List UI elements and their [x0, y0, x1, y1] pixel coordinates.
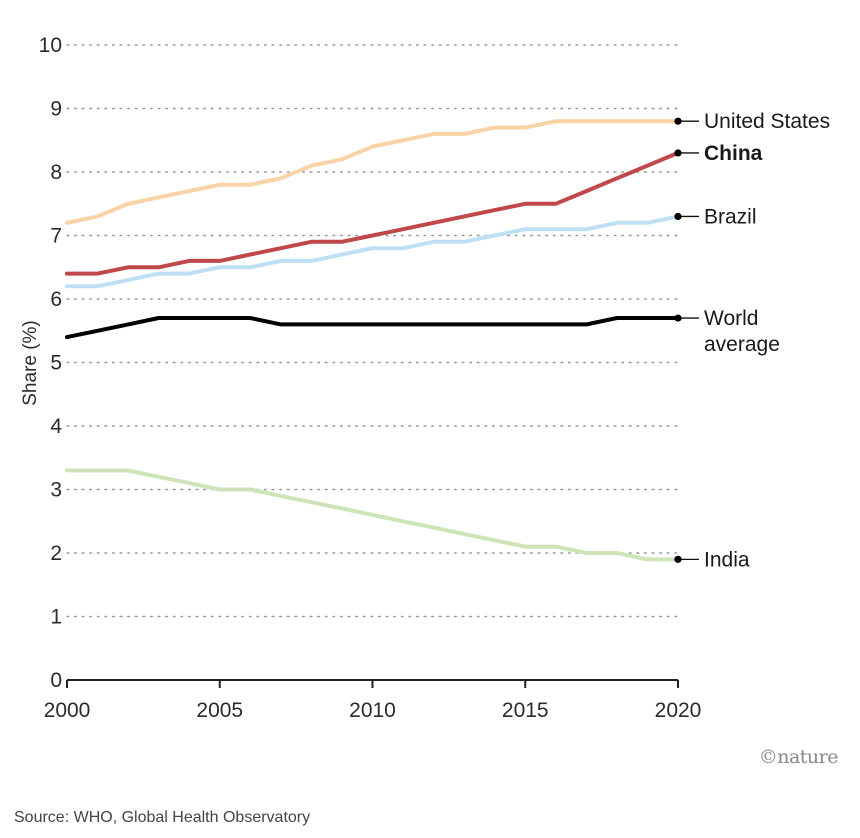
series-labels: United States China Brazil World average Indi…: [674, 110, 830, 571]
y-tick-label-10: 10: [39, 34, 62, 57]
end-point-india: [674, 555, 682, 563]
y-tick-label-1: 1: [50, 606, 62, 629]
x-tick-label-2010: 2010: [349, 699, 396, 722]
y-axis-label: Share (%): [20, 320, 41, 406]
end-point-brazil: [674, 212, 682, 221]
y-tick-label-3: 3: [50, 479, 62, 502]
source-note: Source: WHO, Global Health Observatory: [14, 809, 311, 826]
x-tick-label-2005: 2005: [196, 699, 243, 722]
x-tick-label-2015: 2015: [502, 699, 549, 722]
x-tick-label-2020: 2020: [655, 699, 702, 722]
series-line-brazil: [65, 214, 680, 289]
series-lines: [65, 119, 680, 562]
y-tick-label-5: 5: [50, 352, 62, 375]
y-tick-label-6: 6: [50, 288, 62, 311]
y-tick-label-0: 0: [50, 669, 62, 692]
series-line-united-states: [65, 119, 680, 225]
series-label-china: China: [704, 142, 763, 165]
series-label-india: India: [704, 548, 750, 571]
x-axis: 2000 2005 2010 2015 2020: [44, 679, 702, 722]
y-axis-ticks: 0 1 2 3 4 5 6 7 8 9 10: [39, 34, 63, 692]
end-point-china: [674, 149, 682, 157]
x-tick-label-2000: 2000: [44, 699, 91, 722]
line-chart: 0 1 2 3 4 5 6 7 8 9 10 2000 2005 2010 2015 2020 United…: [20, 34, 830, 722]
y-tick-label-7: 7: [50, 225, 62, 248]
y-tick-label-9: 9: [50, 98, 62, 121]
series-line-china: [65, 150, 680, 276]
series-label-world-average: World average: [704, 307, 780, 356]
y-tick-label-2: 2: [50, 542, 62, 565]
series-label-brazil: Brazil: [704, 205, 757, 228]
y-tick-label-8: 8: [50, 161, 62, 184]
nature-credit: ©nature: [758, 746, 839, 768]
end-point-world-average: [674, 314, 682, 322]
series-line-india: [65, 468, 680, 562]
y-tick-label-4: 4: [50, 415, 62, 438]
series-line-world-average: [65, 316, 680, 340]
series-label-united-states: United States: [704, 110, 830, 133]
gridlines: [66, 44, 679, 618]
end-point-united-states: [674, 117, 682, 125]
